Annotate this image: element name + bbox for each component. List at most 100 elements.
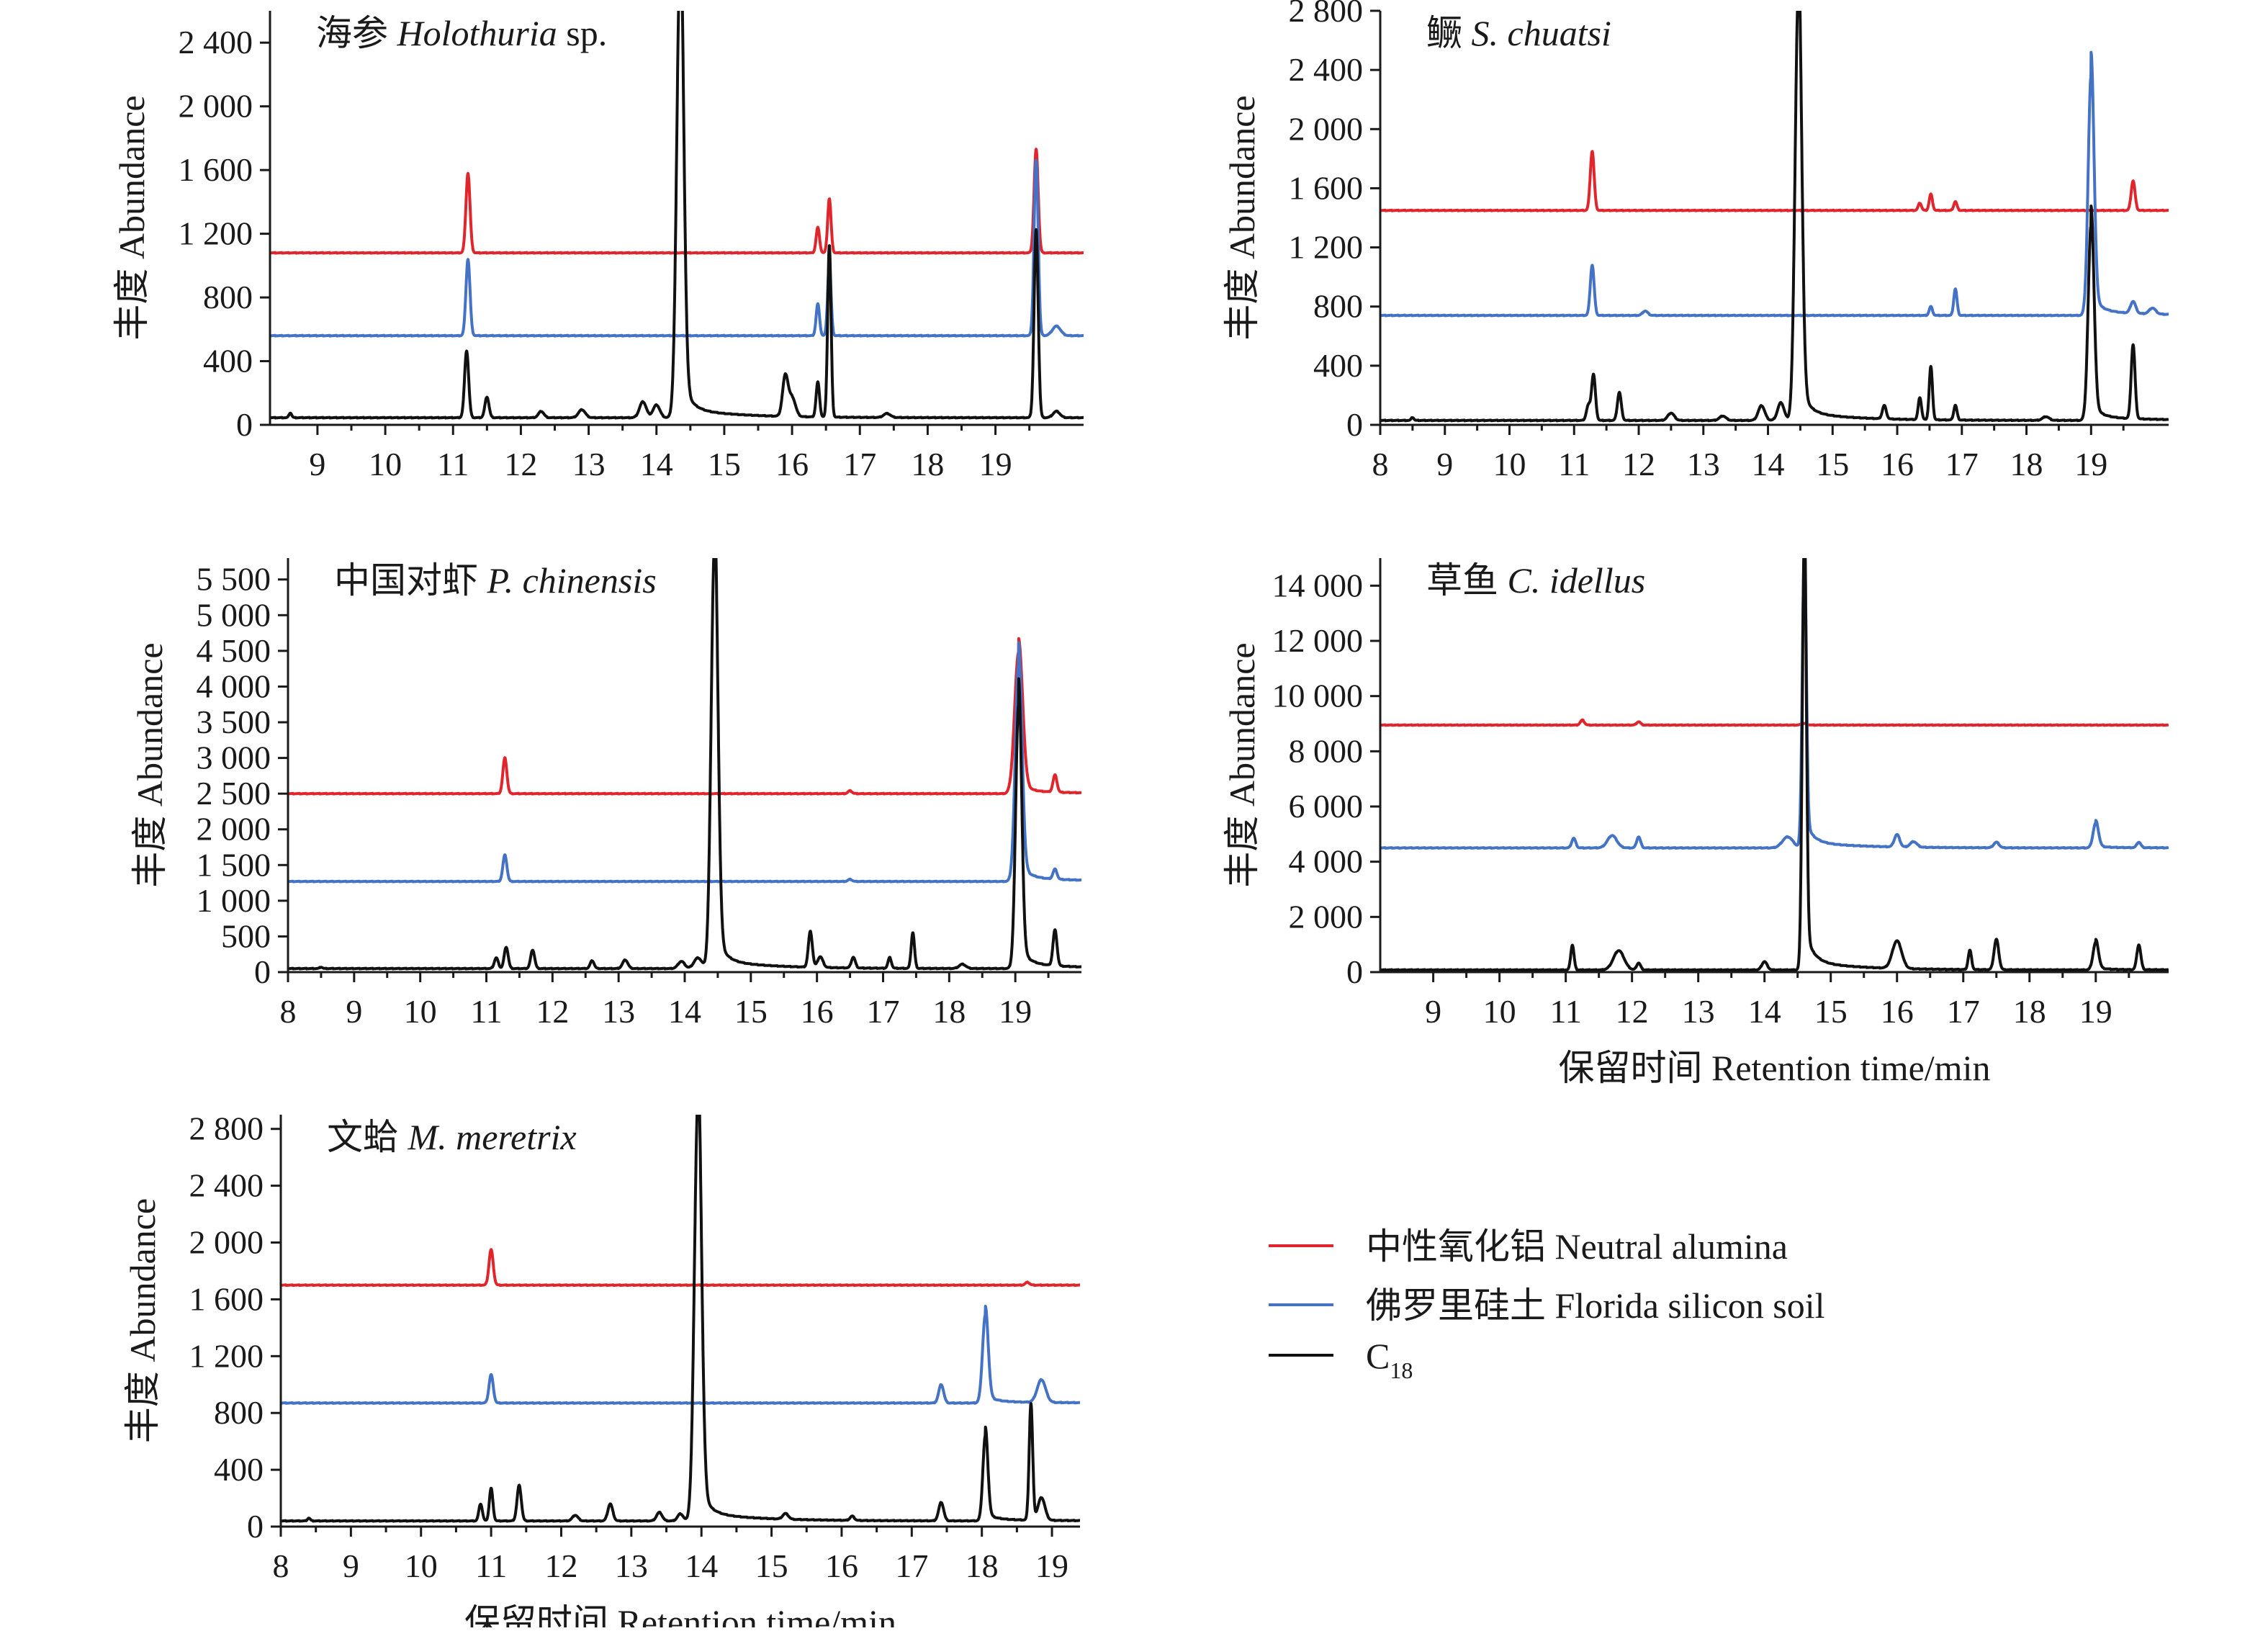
y-tick-label: 2 000 [189, 1224, 264, 1261]
series-neutral-alumina-trace [1380, 150, 2169, 212]
y-tick-label: 0 [247, 1508, 264, 1545]
y-tick-label: 400 [1313, 347, 1363, 384]
series-c18-trace [1380, 558, 2169, 972]
x-tick-label: 15 [1816, 446, 1849, 482]
x-tick-label: 10 [405, 1547, 438, 1584]
y-tick-label: 4 000 [1289, 843, 1364, 880]
x-tick-label: 14 [1748, 993, 1781, 1030]
y-tick-label: 1 600 [189, 1280, 264, 1317]
series-neutral-alumina-trace [270, 148, 1084, 255]
panel-title: 文蛤 M. meretrix [327, 1117, 577, 1157]
x-tick-label: 9 [1425, 993, 1441, 1030]
x-tick-label: 18 [966, 1547, 999, 1584]
x-tick-label: 14 [668, 993, 701, 1030]
panel-title: 海参 Holothuria sp. [316, 13, 607, 53]
x-tick-label: 17 [1947, 993, 1980, 1030]
x-tick-label: 8 [1372, 446, 1389, 482]
y-tick-label: 400 [214, 1451, 264, 1488]
y-tick-label: 1 000 [197, 882, 271, 919]
y-tick-label: 2 400 [179, 24, 253, 60]
y-axis-label: 丰度 Abundance [130, 642, 170, 887]
legend-label-florida-silicon-soil: 佛罗里硅土 Florida silicon soil [1366, 1285, 1825, 1326]
x-tick-label: 9 [343, 1547, 359, 1584]
y-tick-label: 1 200 [179, 215, 253, 252]
x-tick-label: 19 [1035, 1547, 1068, 1584]
panel-title: 草鱼 C. idellus [1426, 560, 1645, 601]
x-tick-label: 18 [2013, 993, 2046, 1030]
x-tick-label: 15 [1814, 993, 1848, 1030]
series-neutral-alumina-trace [288, 637, 1081, 796]
x-tick-label: 11 [1558, 446, 1590, 482]
x-tick-label: 14 [640, 446, 673, 482]
x-tick-label: 10 [1493, 446, 1526, 482]
x-tick-label: 17 [867, 993, 900, 1030]
y-tick-label: 14 000 [1272, 567, 1364, 603]
x-tick-label: 9 [346, 993, 362, 1030]
y-tick-label: 2 000 [1289, 898, 1364, 935]
x-tick-label: 11 [475, 1547, 507, 1584]
x-tick-label: 11 [437, 446, 469, 482]
panel-c-idellus: 0 2 000 4 000 6 000 8 000 10 000 12 000 14 000 9… [1222, 558, 2169, 1088]
y-tick-label: 400 [203, 343, 253, 379]
y-tick-label: 0 [1346, 953, 1363, 990]
x-tick-label: 13 [615, 1547, 648, 1584]
series-florida-silicon-soil-trace [1380, 50, 2169, 318]
y-axis-label: 丰度 Abundance [112, 95, 152, 340]
y-tick-label: 2 000 [1289, 110, 1364, 147]
series-florida-silicon-soil-trace [270, 158, 1084, 338]
x-tick-label: 10 [404, 993, 437, 1030]
y-tick-label: 800 [1313, 288, 1363, 325]
y-tick-label: 10 000 [1272, 678, 1364, 714]
y-tick-label: 2 000 [179, 88, 253, 125]
y-tick-label: 4 000 [197, 668, 271, 704]
x-tick-label: 12 [504, 446, 537, 482]
x-tick-label: 18 [932, 993, 966, 1030]
x-tick-label: 12 [544, 1547, 577, 1584]
y-tick-label: 3 000 [197, 740, 271, 776]
y-tick-label: 0 [254, 953, 271, 990]
x-tick-label: 19 [999, 993, 1032, 1030]
x-tick-label: 15 [708, 446, 741, 482]
series-florida-silicon-soil-trace [281, 1304, 1080, 1405]
y-tick-label: 800 [203, 279, 253, 315]
x-tick-label: 18 [2010, 446, 2043, 482]
x-tick-label: 15 [734, 993, 768, 1030]
y-tick-label: 2 400 [1289, 51, 1364, 88]
x-tick-label: 12 [1622, 446, 1655, 482]
x-tick-label: 17 [843, 446, 876, 482]
legend-item-florida-silicon-soil: 佛罗里硅土 Florida silicon soil [1269, 1285, 1825, 1326]
x-tick-label: 11 [1549, 993, 1581, 1030]
y-tick-label: 4 500 [197, 632, 271, 669]
x-tick-label: 16 [1881, 446, 1914, 482]
panel-title: 中国对虾 P. chinensis [334, 560, 657, 601]
x-tick-label: 16 [1881, 993, 1914, 1030]
y-tick-label: 5 000 [197, 596, 271, 633]
y-tick-label: 500 [221, 917, 271, 954]
y-tick-label: 12 000 [1272, 622, 1364, 659]
y-tick-label: 6 000 [1289, 788, 1364, 825]
x-tick-label: 13 [1687, 446, 1720, 482]
y-tick-label: 1 200 [1289, 229, 1364, 266]
panel-s-chuatsi: 0 400 800 1 200 1 600 2 000 2 400 2 800 8 9 10 11 12… [1222, 0, 2169, 482]
series-neutral-alumina-trace [1380, 718, 2169, 727]
x-tick-label: 16 [801, 993, 834, 1030]
y-tick-label: 5 500 [197, 561, 271, 598]
series-c18-trace [281, 1115, 1080, 1523]
x-tick-label: 13 [602, 993, 635, 1030]
x-tick-label: 11 [470, 993, 502, 1030]
legend: 中性氧化铝 Neutral alumina 佛罗里硅土 Florida sili… [1269, 1226, 1825, 1383]
series-c18-trace [1380, 11, 2169, 423]
x-tick-label: 9 [1436, 446, 1453, 482]
legend-item-c18: C18 [1269, 1336, 1413, 1383]
y-tick-label: 2 400 [189, 1167, 264, 1204]
x-tick-label: 8 [280, 993, 297, 1030]
panel-m-meretrix: 0 400 800 1 200 1 600 2 000 2 400 2 800 8 9 10 11 12… [122, 1110, 1080, 1631]
y-tick-label: 8 000 [1289, 732, 1364, 769]
y-tick-label: 1 200 [189, 1337, 264, 1374]
y-tick-label: 0 [1346, 406, 1363, 443]
series-florida-silicon-soil-trace [288, 641, 1081, 884]
x-tick-label: 12 [1616, 993, 1649, 1030]
legend-label-neutral-alumina: 中性氧化铝 Neutral alumina [1366, 1226, 1788, 1267]
